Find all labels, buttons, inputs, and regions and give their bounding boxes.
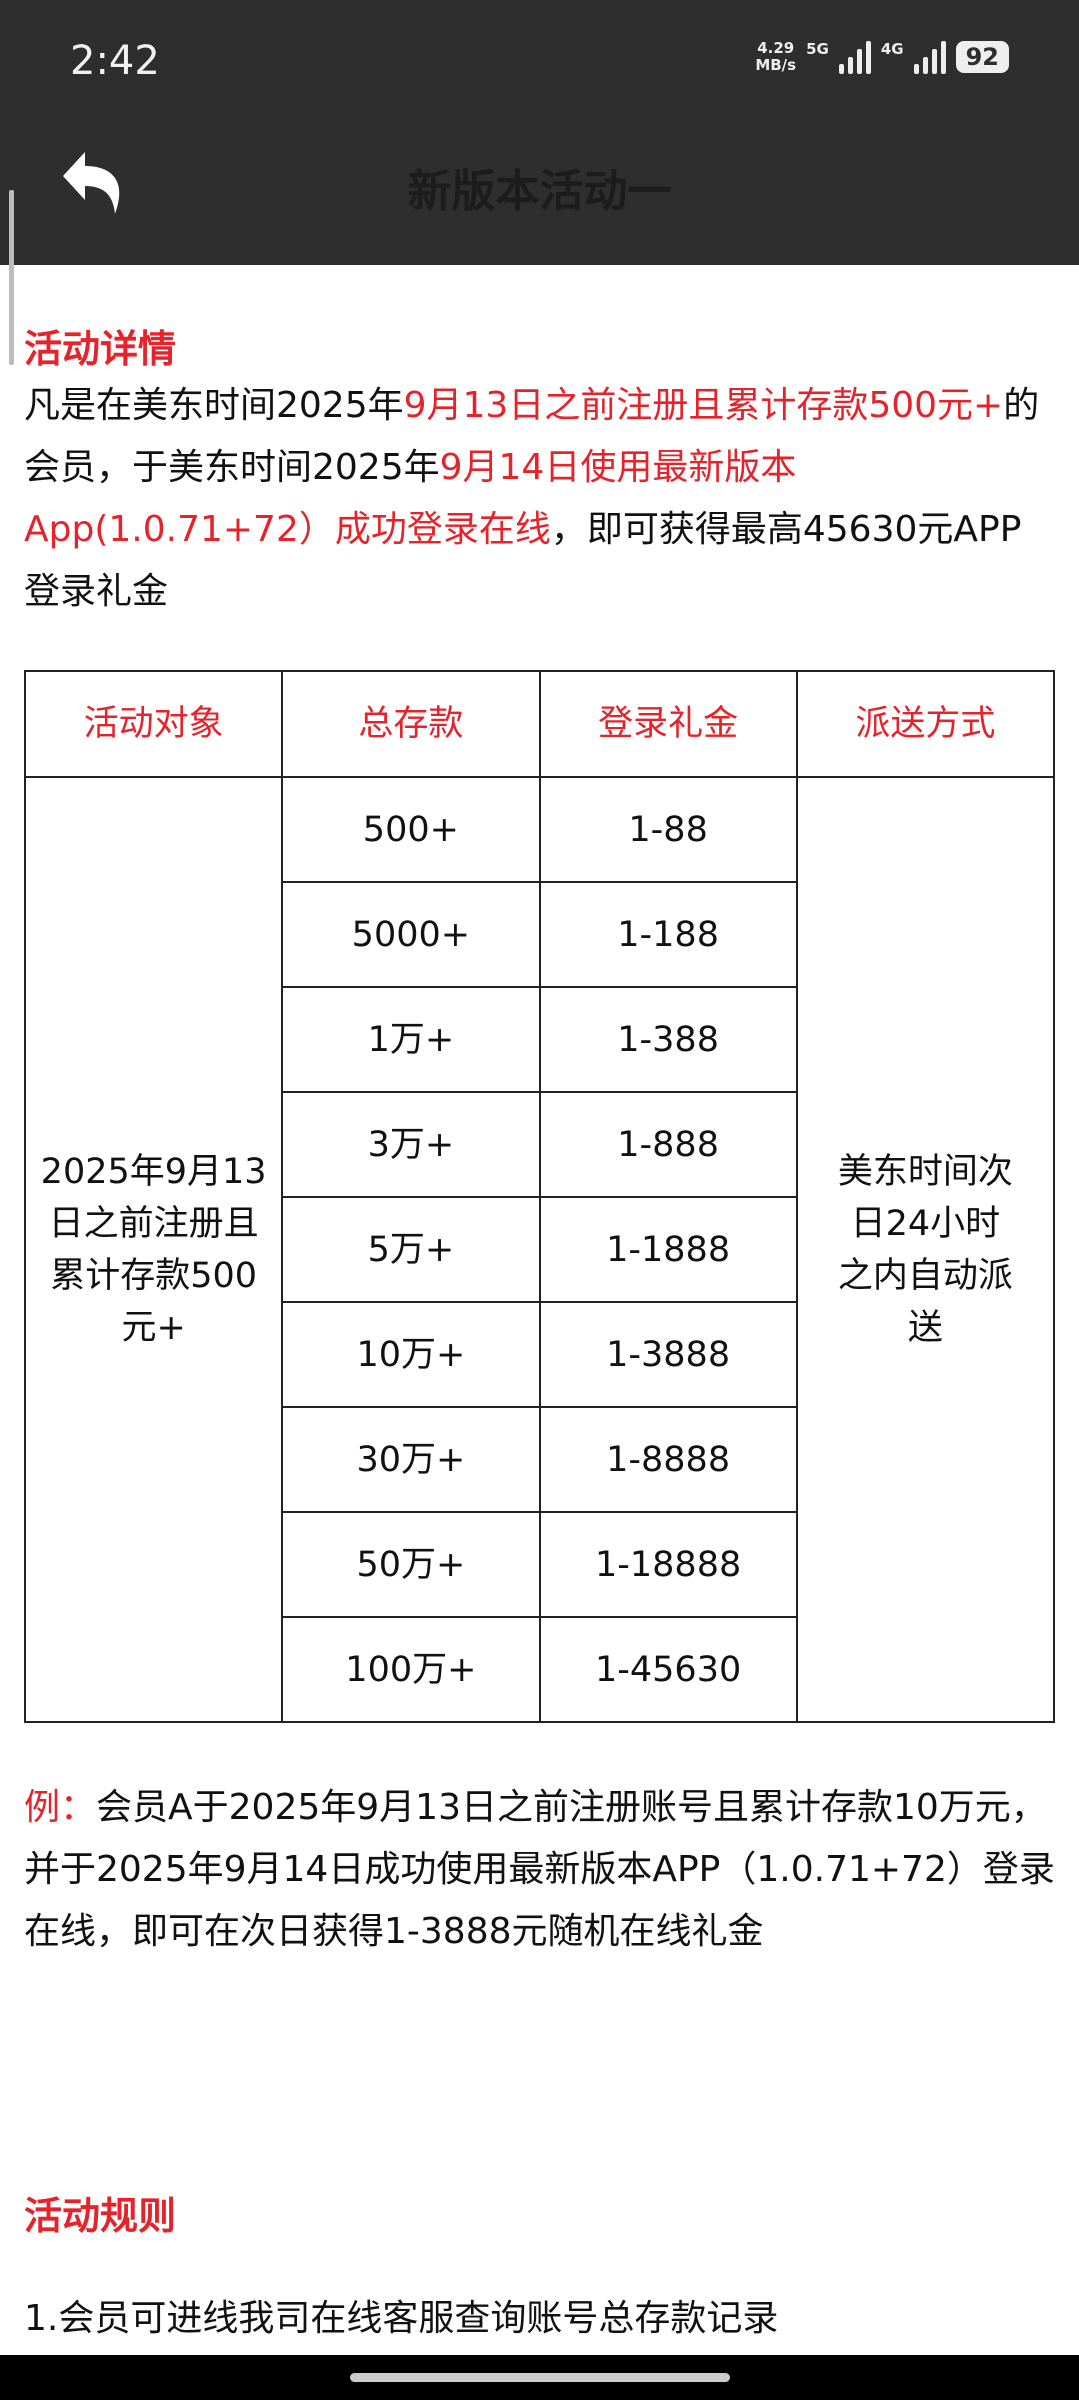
table-row: 2025年9月13日之前注册且累计存款500元+ 500+ 1-88 美东时间次日24… xyxy=(23,776,1056,1723)
text-segment: 凡是在美东时间2025年 xyxy=(24,385,404,426)
bonus-cell: 1-188 xyxy=(538,881,798,988)
page-title: 新版本活动一 xyxy=(407,166,672,217)
col-header: 活动对象 xyxy=(23,670,284,778)
table-row: 5万+ 1-1888 xyxy=(25,1196,1054,1303)
bonus-cell: 1-8888 xyxy=(538,1406,798,1513)
status-time: 2:42 xyxy=(70,38,160,84)
network-type-5g: 5G xyxy=(806,40,829,58)
deposit-cell: 50万+ xyxy=(281,1511,541,1618)
col-header: 总存款 xyxy=(281,670,541,778)
deposit-cell: 10万+ xyxy=(281,1301,541,1408)
table-row: 50万+ 1-18888 xyxy=(25,1511,1054,1618)
table-row: 100万+ 1-45630 xyxy=(25,1616,1054,1723)
signal-icon xyxy=(913,40,946,74)
status-icons: 4.29 MB/s 5G 4G 92 xyxy=(755,40,1009,74)
details-text: 凡是在美东时间2025年9月13日之前注册且累计存款500元+的会员，于美东时间… xyxy=(24,375,1055,623)
speed-unit: MB/s xyxy=(755,56,797,74)
scrollbar[interactable] xyxy=(9,190,14,365)
deposit-cell: 1万+ xyxy=(281,986,541,1093)
deposit-cell: 3万+ xyxy=(281,1091,541,1198)
deposit-cell: 5万+ xyxy=(281,1196,541,1303)
home-indicator[interactable] xyxy=(350,2373,730,2382)
bonus-cell: 1-1888 xyxy=(538,1196,798,1303)
details-heading: 活动详情 xyxy=(24,327,177,371)
text-segment: ，即可获得最高45630元APP登录礼金 xyxy=(24,509,1022,612)
bonus-cell: 1-388 xyxy=(538,986,798,1093)
network-speed: 4.29 MB/s xyxy=(755,40,796,74)
delivery-cell: 美东时间次日24小时之内自动派送 xyxy=(795,776,1056,1723)
speed-value: 4.29 xyxy=(757,39,795,57)
deposit-cell: 5000+ xyxy=(281,881,541,988)
signal-icon xyxy=(838,40,871,74)
deposit-cell: 30万+ xyxy=(281,1406,541,1513)
table-row: 1万+ 1-388 xyxy=(25,986,1054,1093)
highlight-segment: 9月14日使用最新版本App(1.0.71+72）成功登录在线 xyxy=(24,447,797,550)
bonus-cell: 1-3888 xyxy=(538,1301,798,1408)
battery-icon: 92 xyxy=(955,41,1009,73)
network-type-4g: 4G xyxy=(880,40,904,58)
table-row: 10万+ 1-3888 xyxy=(25,1301,1054,1408)
bonus-table: 活动对象 总存款 登录礼金 派送方式 2025年9月13日之前注册且累计存款50… xyxy=(23,670,1056,1723)
col-header: 登录礼金 xyxy=(538,670,798,778)
app-header: 2:42 4.29 MB/s 5G 4G 92 新版本活动一 xyxy=(0,0,1079,265)
bonus-cell: 1-888 xyxy=(538,1091,798,1198)
example-label: 例： xyxy=(24,1787,97,1828)
rule-item: 1.会员可进线我司在线客服查询账号总存款记录 xyxy=(24,2298,779,2339)
table-row: 5000+ 1-188 xyxy=(25,881,1054,988)
table-row: 30万+ 1-8888 xyxy=(25,1406,1054,1513)
deposit-cell: 500+ xyxy=(281,776,541,883)
bonus-cell: 1-88 xyxy=(538,776,798,883)
system-nav-bar xyxy=(0,2355,1079,2400)
text-segment: 的会员，于美东时间2025年 xyxy=(24,385,1040,488)
back-arrow-icon[interactable] xyxy=(55,148,135,218)
bonus-cell: 1-18888 xyxy=(538,1511,798,1618)
table-row: 3万+ 1-888 xyxy=(25,1091,1054,1198)
deposit-cell: 100万+ xyxy=(281,1616,541,1723)
highlight-segment: 9月13日之前注册且累计存款500元+ xyxy=(403,385,1004,426)
example-text: 例：会员A于2025年9月13日之前注册账号且累计存款10万元，并于2025年9… xyxy=(24,1777,1055,1963)
rules-heading: 活动规则 xyxy=(24,2194,177,2238)
target-cell: 2025年9月13日之前注册且累计存款500元+ xyxy=(23,776,284,1723)
example-body: 会员A于2025年9月13日之前注册账号且累计存款10万元，并于2025年9月1… xyxy=(24,1787,1055,1952)
col-header: 派送方式 xyxy=(795,670,1056,778)
bonus-cell: 1-45630 xyxy=(538,1616,798,1723)
